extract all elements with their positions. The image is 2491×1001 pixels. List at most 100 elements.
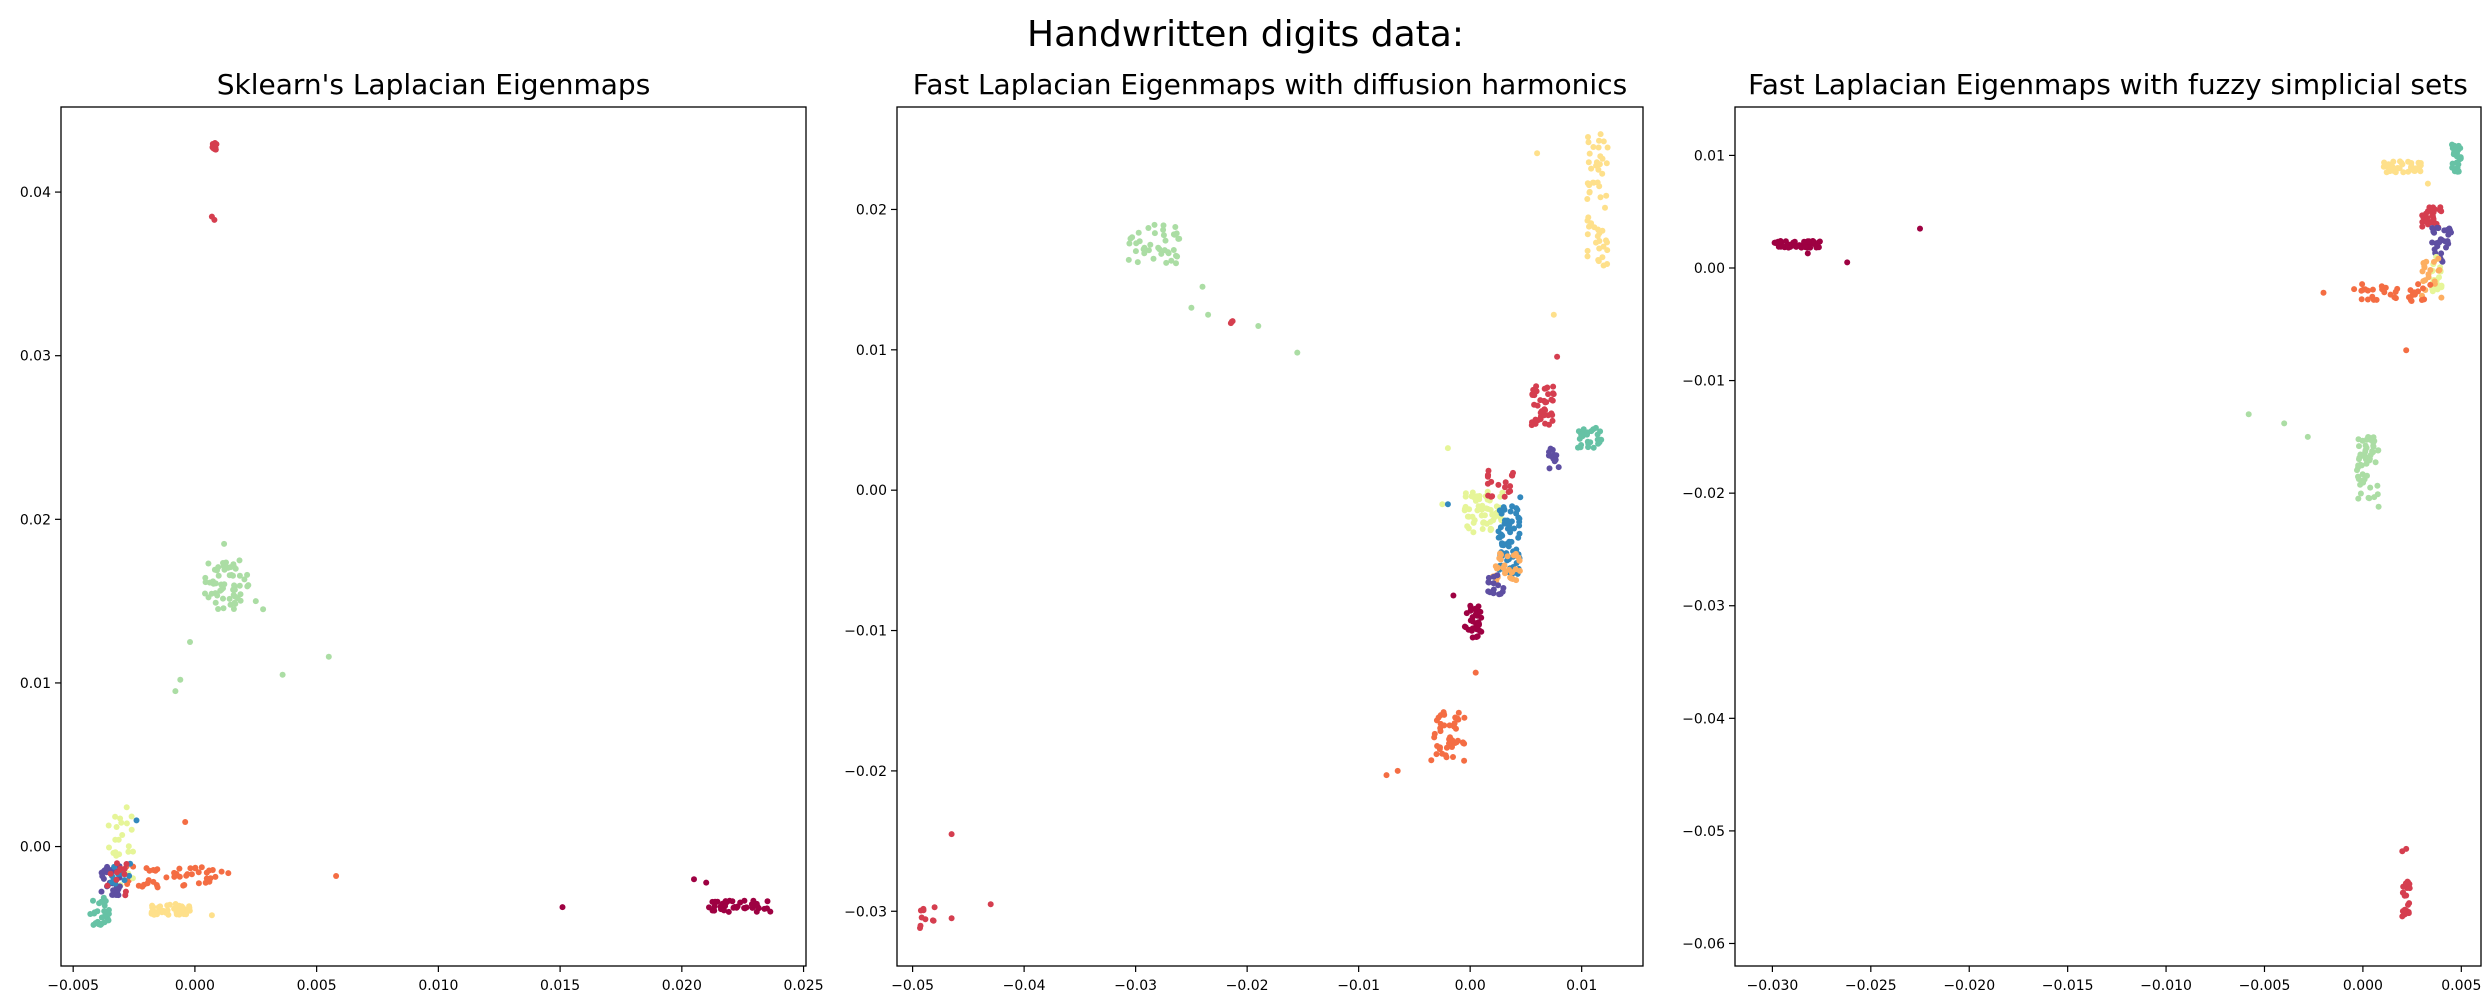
point xyxy=(1507,508,1514,515)
point xyxy=(1546,465,1553,472)
point xyxy=(2400,889,2407,896)
point xyxy=(2366,495,2373,502)
point xyxy=(1501,493,1508,500)
point xyxy=(1442,752,1449,759)
figure-title: Handwritten digits data: xyxy=(1027,14,1464,55)
point xyxy=(2439,258,2446,265)
point xyxy=(1555,464,1562,471)
y-tick-label: −0.03 xyxy=(844,904,887,920)
point xyxy=(1160,226,1167,233)
point xyxy=(105,917,112,924)
point xyxy=(2364,472,2370,479)
point xyxy=(2449,141,2455,148)
point xyxy=(1791,242,1798,249)
point xyxy=(1497,590,1504,597)
point xyxy=(245,582,252,589)
point xyxy=(1485,467,1492,474)
y-tick-label: −0.06 xyxy=(1682,936,1725,952)
point xyxy=(1496,507,1503,514)
y-tick-label: −0.02 xyxy=(1682,486,1725,502)
point xyxy=(325,653,332,660)
point xyxy=(2351,286,2358,293)
point xyxy=(113,876,120,883)
point xyxy=(930,917,937,924)
point xyxy=(121,865,128,872)
point xyxy=(230,606,237,612)
point xyxy=(1537,397,1544,404)
point xyxy=(2417,162,2424,169)
point xyxy=(1125,256,1132,263)
point xyxy=(1504,553,1511,560)
point xyxy=(1844,259,1851,266)
point xyxy=(1485,579,1492,586)
y-tick-label: −0.03 xyxy=(1682,599,1725,615)
point xyxy=(119,832,126,838)
point xyxy=(1517,494,1524,501)
point xyxy=(2363,436,2370,443)
point xyxy=(1585,214,1592,221)
point xyxy=(2304,433,2311,440)
point xyxy=(1595,144,1602,151)
point xyxy=(1470,529,1477,536)
point xyxy=(195,880,202,887)
point xyxy=(706,904,712,911)
point xyxy=(1515,534,1522,541)
point xyxy=(1489,493,1496,500)
point xyxy=(2320,289,2327,296)
point xyxy=(1294,349,1301,356)
point xyxy=(761,905,768,912)
point xyxy=(2372,459,2379,466)
point xyxy=(215,572,222,579)
point xyxy=(112,813,119,820)
point xyxy=(1453,725,1459,732)
point xyxy=(87,911,94,917)
y-tick-label: −0.02 xyxy=(844,764,887,780)
point xyxy=(2399,908,2406,915)
point xyxy=(1534,150,1541,157)
point xyxy=(123,804,130,811)
point xyxy=(1502,484,1508,491)
point xyxy=(2422,277,2429,284)
point xyxy=(1485,472,1492,478)
point xyxy=(1462,490,1469,497)
point xyxy=(722,898,729,905)
y-tick-label: −0.01 xyxy=(1682,374,1725,390)
point xyxy=(2438,294,2445,301)
point xyxy=(1441,722,1448,729)
point xyxy=(231,599,238,606)
point xyxy=(1170,247,1177,253)
point xyxy=(1461,757,1468,764)
point xyxy=(2436,267,2443,273)
point xyxy=(1474,633,1480,640)
point xyxy=(1127,235,1134,242)
point xyxy=(1460,739,1466,746)
point xyxy=(128,813,135,820)
point xyxy=(1578,442,1585,448)
point xyxy=(1602,204,1608,211)
point xyxy=(171,869,178,876)
point xyxy=(1603,160,1610,167)
x-tick-label: −0.01 xyxy=(1337,978,1380,994)
panel-title-fuzzy: Fast Laplacian Eigenmaps with fuzzy simp… xyxy=(1748,68,2468,101)
axes-frame xyxy=(1734,106,2482,967)
y-tick-label: 0.01 xyxy=(20,676,51,692)
y-tick-label: −0.04 xyxy=(1682,711,1725,727)
point xyxy=(1585,134,1591,140)
point xyxy=(764,898,771,905)
point xyxy=(948,915,955,922)
point xyxy=(125,843,132,850)
point xyxy=(2387,291,2394,298)
point xyxy=(180,904,186,911)
point xyxy=(2451,148,2458,155)
point xyxy=(118,819,125,826)
point xyxy=(1502,570,1508,577)
point xyxy=(1584,196,1591,202)
point xyxy=(1507,488,1514,495)
point xyxy=(1515,514,1522,521)
point xyxy=(1532,416,1539,423)
point xyxy=(110,850,117,856)
y-tick-label: 0.02 xyxy=(856,202,887,218)
point xyxy=(1255,323,1262,329)
point xyxy=(2369,448,2376,455)
